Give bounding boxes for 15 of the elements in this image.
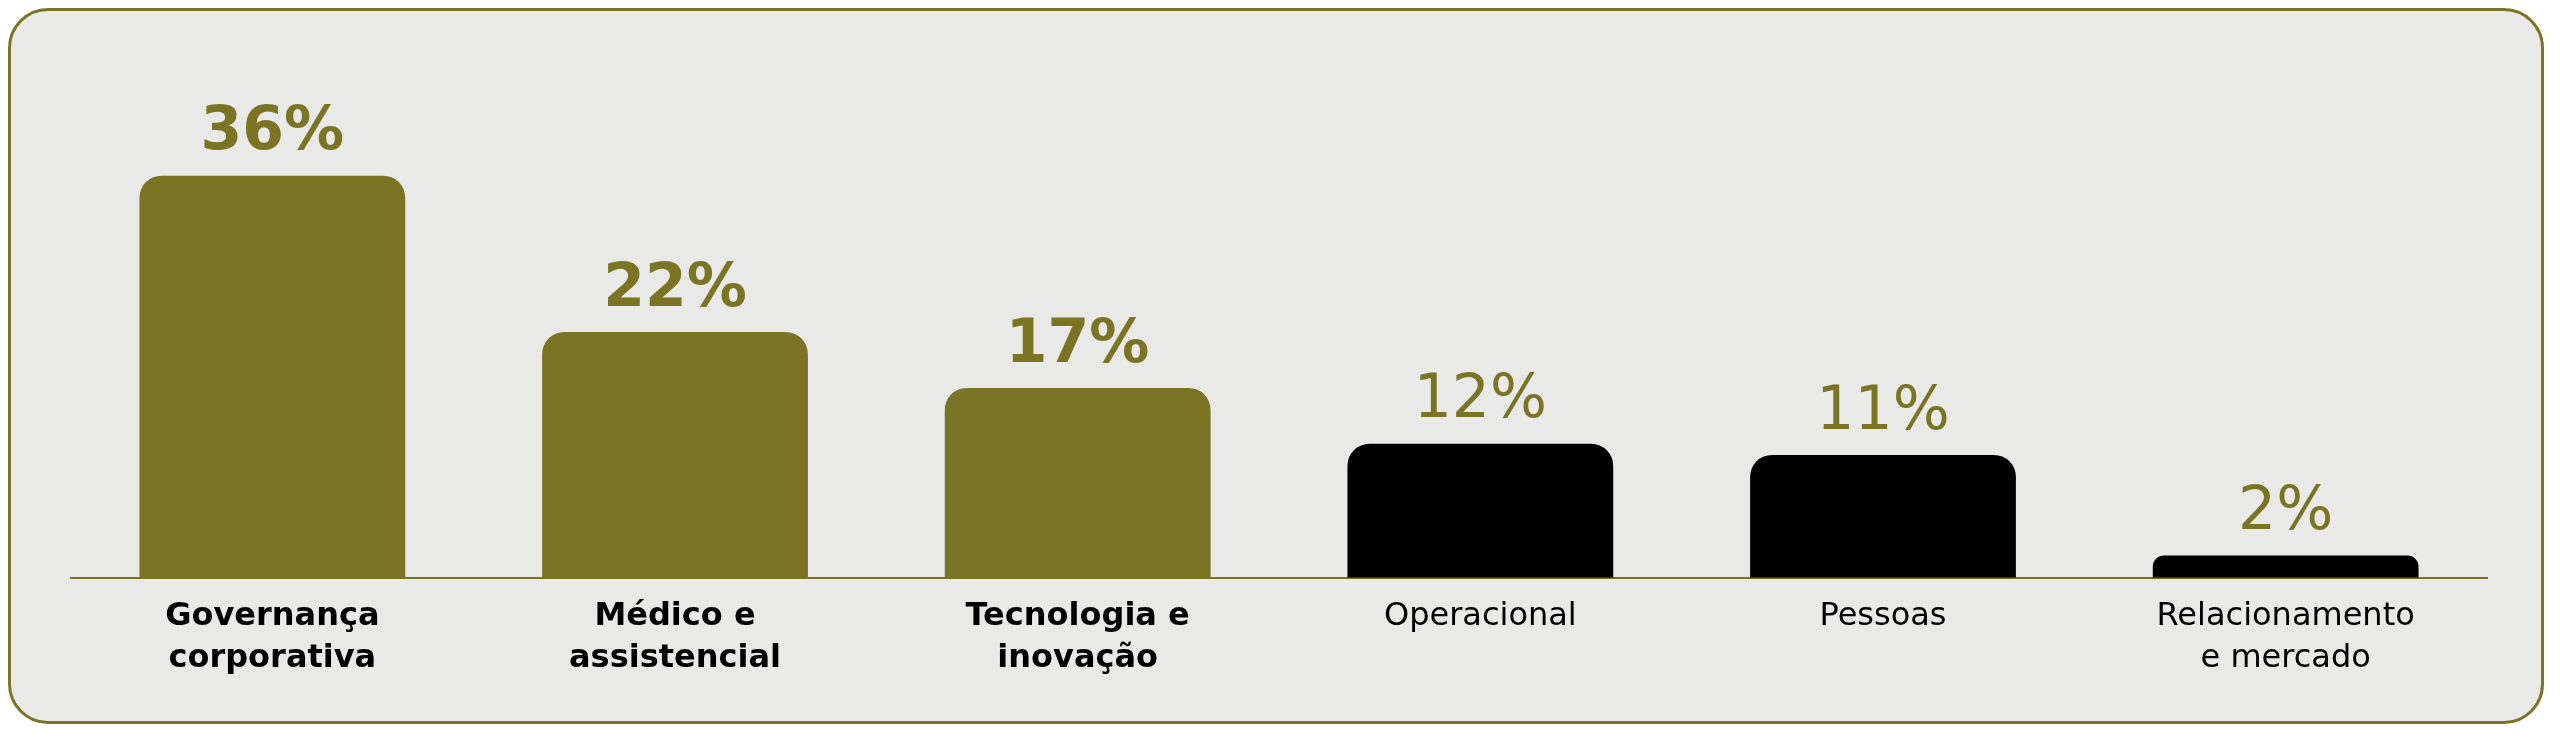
bar	[1750, 454, 2016, 578]
data-label: 36%	[200, 93, 345, 164]
data-label: 17%	[1005, 305, 1150, 376]
bar	[1347, 443, 1614, 578]
x-tick-label: Relacionamento e mercado	[2156, 594, 2415, 675]
x-tick-label: Governança corporativa	[165, 594, 380, 675]
x-tick-label: Médico e assistencial	[569, 594, 781, 675]
x-tick-label: Tecnologia e inovação	[965, 594, 1190, 675]
data-label: 12%	[1413, 361, 1548, 432]
data-label: 22%	[603, 249, 747, 320]
bar	[2152, 555, 2419, 578]
data-label: 11%	[1816, 372, 1950, 443]
data-label: 2%	[2238, 473, 2334, 544]
x-tick-label: Operacional	[1383, 594, 1577, 633]
x-tick-label: Pessoas	[1819, 594, 1947, 633]
